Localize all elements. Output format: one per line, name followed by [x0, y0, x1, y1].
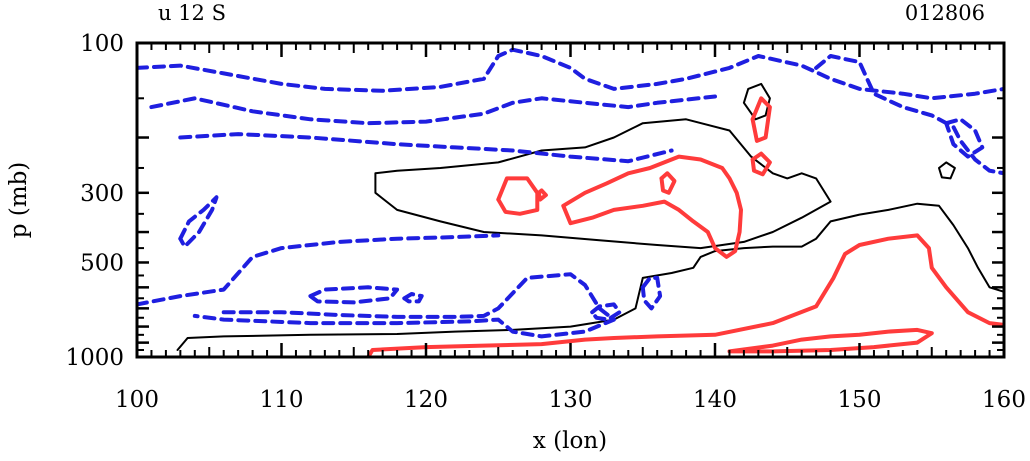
x-axis-ticks: 100 110 120 130 140 150 160	[115, 43, 1026, 413]
positive-contour-9	[750, 96, 772, 143]
x-axis-label: x (lon)	[533, 428, 607, 454]
y-axis-ticks: 100 300 500 1000	[65, 31, 1004, 371]
positive-contour-5	[496, 176, 540, 216]
zero-contour-1	[374, 118, 832, 250]
contour-layer	[137, 47, 1004, 357]
y-tick-label: 300	[80, 181, 124, 207]
positive-contour-7	[561, 154, 743, 259]
negative-contour-13	[149, 94, 717, 126]
negative-contour-12	[137, 47, 1004, 101]
x-tick-label: 100	[115, 387, 159, 413]
x-tick-label: 160	[982, 387, 1026, 413]
positive-contour-11	[727, 327, 934, 354]
x-tick-label: 110	[260, 387, 304, 413]
negative-contour-16	[178, 195, 219, 249]
positive-contour-8	[659, 171, 677, 195]
negative-contour-14	[178, 132, 674, 164]
title-left: u 12 S	[158, 1, 226, 25]
x-tick-label: 140	[693, 387, 737, 413]
negative-contour-21	[640, 275, 663, 311]
zero-contour-0	[176, 202, 1004, 351]
negative-contour-18	[402, 292, 424, 304]
x-tick-label: 150	[838, 387, 882, 413]
zero-contour-3	[938, 161, 956, 180]
title-right: 012806	[905, 1, 985, 25]
negative-contour-15	[137, 233, 501, 307]
zero-contour-2	[742, 82, 771, 121]
positive-contour-4	[366, 233, 1004, 357]
y-tick-label: 500	[80, 250, 124, 276]
y-axis-label: p (mb)	[6, 162, 32, 239]
x-tick-label: 130	[549, 387, 593, 413]
positive-contour-6	[536, 188, 548, 202]
negative-contour-17	[308, 285, 400, 305]
negative-contour-23	[944, 117, 985, 159]
positive-contour-10	[750, 151, 772, 177]
y-tick-label: 1000	[65, 345, 124, 371]
negative-contour-22	[814, 54, 1004, 176]
negative-contour-20	[590, 302, 622, 322]
y-tick-label: 100	[80, 31, 124, 57]
x-tick-label: 120	[404, 387, 448, 413]
